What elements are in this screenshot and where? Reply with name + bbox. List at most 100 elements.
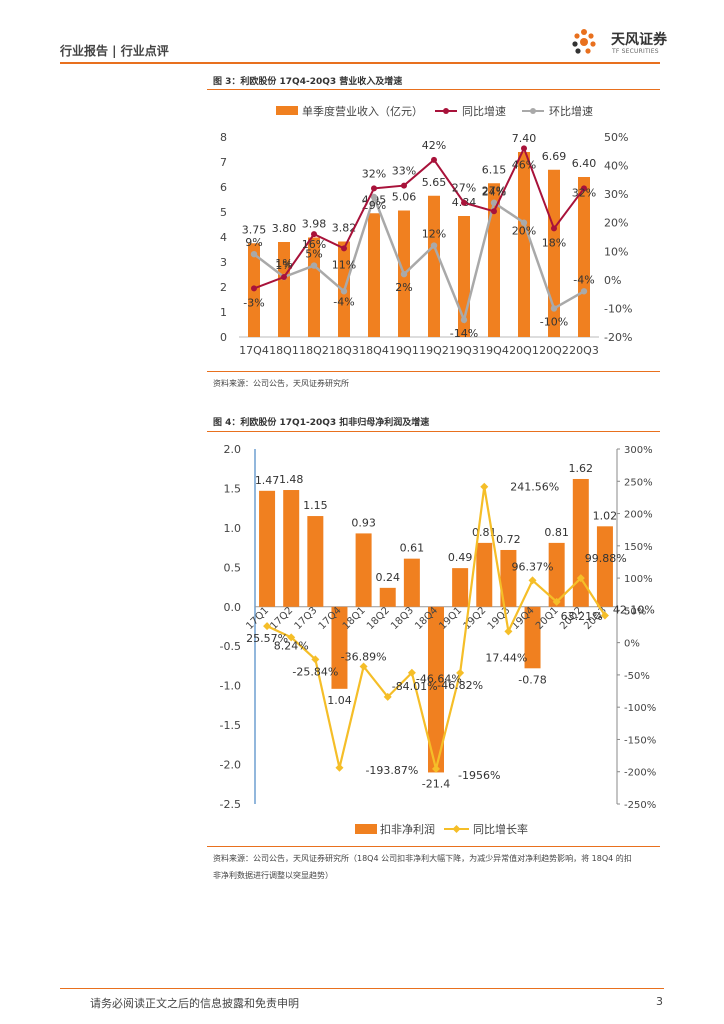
y2-tick-label: -100% (624, 703, 656, 714)
figure3-title: 图 3：利欧股份 17Q4-20Q3 营业收入及增速 (213, 77, 403, 87)
yoy-growth-line (253, 145, 585, 290)
qoq-value-label: -10% (540, 315, 568, 328)
x-tick-label: 20Q3 (569, 344, 599, 357)
growth-value-label: 63.21% (561, 610, 603, 623)
growth-point (576, 574, 585, 583)
qoq-value-label: 20% (512, 225, 536, 238)
revenue-bar (278, 242, 290, 337)
growth-value-label: 17.44% (485, 651, 527, 664)
logo-subtitle: TF SECURITIES (612, 48, 659, 55)
growth-point (335, 763, 344, 772)
growth-value-label: 8.24% (274, 639, 309, 652)
y2-tick-label: 0% (624, 639, 640, 650)
growth-value-label: -36.89% (341, 650, 387, 663)
y-tick-label: 1.5 (224, 482, 242, 495)
y2-tick-label: 50% (604, 131, 628, 144)
legend-line-label: 同比增长率 (473, 822, 528, 836)
growth-value-label: -46.64% (416, 673, 462, 686)
growth-point (600, 611, 609, 620)
bar-value-label: 1.62 (569, 462, 594, 475)
yoy-point (341, 245, 347, 252)
qoq-value-label: 27% (482, 185, 506, 198)
yoy-value-label: 46% (512, 158, 536, 171)
x-tick-label: 20Q1 (509, 344, 539, 357)
bar-value-label: -21.4 (422, 777, 450, 790)
bar-value-label: 0.81 (544, 526, 569, 539)
bar-value-label: 3.80 (272, 222, 297, 235)
x-tick-label: 18Q3 (329, 344, 359, 357)
bar-value-label: 1.04 (327, 694, 352, 707)
legend-bar-swatch (355, 824, 377, 834)
growth-value-label: -193.87% (365, 764, 418, 777)
growth-point (383, 692, 392, 701)
bar-value-label: 0.72 (496, 533, 521, 546)
growth-value-label: -25.84% (292, 665, 338, 678)
bar-value-label: 0.49 (448, 551, 473, 564)
qoq-point (520, 219, 528, 226)
y2-tick-label: -20% (604, 331, 632, 344)
y-tick-label: 2 (220, 281, 227, 294)
bar-value-label: 7.40 (512, 132, 537, 145)
qoq-point (430, 242, 438, 249)
y-tick-label: 8 (220, 131, 227, 144)
bar-value-label: 0.24 (375, 571, 400, 584)
y-tick-label: 4 (220, 231, 227, 244)
yoy-value-label: 27% (452, 182, 476, 195)
net-profit-chart: -2.5 -2.0 -1.5 -1.0 -0.5 0.0 0.5 1.0 1.5 2.0 -250%… (220, 443, 657, 836)
y-tick-label: 6 (220, 181, 227, 194)
qoq-point (370, 193, 378, 201)
bar-value-label: 1.47 (255, 474, 279, 487)
legend-yoy-label: 同比增速 (462, 104, 506, 118)
growth-point (432, 764, 440, 773)
revenue-bar (578, 177, 590, 337)
qoq-value-label: 2% (395, 281, 412, 294)
legend-bar-label: 扣非净利润 (380, 822, 435, 836)
footer-divider (60, 988, 664, 989)
bar-value-label: -0.78 (518, 673, 546, 686)
revenue-chart: 单季度营业收入（亿元） 同比增速 环比增速 0 1 2 3 4 5 6 7 8 -20% -10% 0% 10… (220, 104, 632, 357)
y2-tick-label: 250% (624, 477, 653, 488)
x-tick-label: 19Q1 (389, 344, 419, 357)
qoq-value-label: -4% (573, 273, 594, 286)
growth-point (528, 576, 537, 585)
revenue-bar (428, 195, 440, 337)
yoy-point (551, 225, 557, 232)
x-tick-label: 17Q3 (293, 605, 320, 632)
growth-value-label: 96.37% (512, 560, 554, 573)
qoq-value-label: -14% (450, 327, 478, 340)
bar-value-label: 6.69 (542, 150, 567, 163)
growth-value-label: 241.56% (510, 481, 559, 494)
net-profit-bar (476, 542, 493, 607)
revenue-bar (488, 183, 500, 337)
growth-point (456, 668, 465, 677)
qoq-value-label: -4% (333, 295, 354, 308)
bar-value-label: 1.15 (303, 499, 328, 512)
x-tick-label: 18Q3 (389, 605, 416, 632)
yoy-value-label: 1% (275, 257, 292, 270)
bar-value-label: 1.48 (279, 473, 304, 486)
yoy-point (371, 185, 377, 192)
bar-value-label: 0.93 (351, 516, 376, 529)
header-divider (60, 62, 660, 64)
growth-point (552, 597, 561, 606)
figure4-bottom-line (207, 846, 660, 847)
y2-tick-label: -200% (624, 768, 656, 779)
y-tick-label: 1 (220, 306, 227, 319)
net-profit-bar (307, 516, 324, 607)
legend-bar-label: 单季度营业收入（亿元） (302, 104, 423, 118)
growth-point (480, 482, 489, 491)
y2-tick-label: 100% (624, 574, 653, 585)
qoq-point (250, 250, 258, 258)
bar-value-label: 5.65 (422, 176, 447, 189)
figure3-bottom-line (207, 371, 660, 372)
yoy-value-label: 18% (542, 236, 566, 249)
figure4-title: 图 4：利欧股份 17Q1-20Q3 扣非归母净利润及增速 (213, 418, 430, 428)
growth-point (311, 655, 320, 664)
y-tick-label: 7 (220, 156, 227, 169)
y2-tick-label: 30% (604, 188, 628, 201)
report-category: 行业报告 | 行业点评 (60, 44, 169, 58)
y2-tick-label: -150% (624, 735, 656, 746)
yoy-value-label: 24% (482, 185, 506, 198)
y2-tick-label: 200% (624, 510, 653, 521)
y2-tick-label: 40% (604, 160, 628, 173)
